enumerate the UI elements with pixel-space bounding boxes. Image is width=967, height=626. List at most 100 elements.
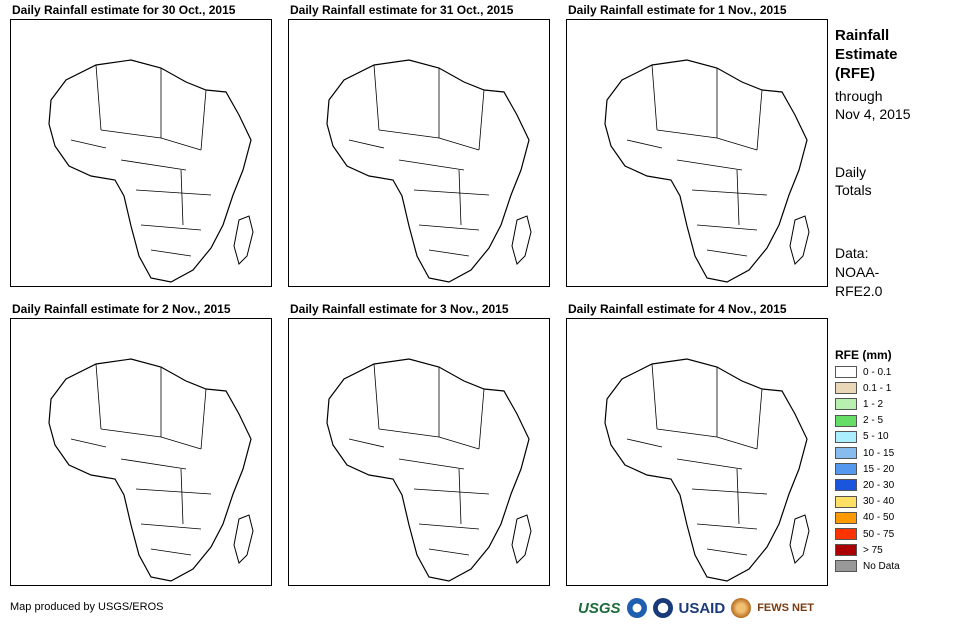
legend-swatch (835, 382, 857, 395)
country-border (373, 64, 380, 131)
africa-map (48, 59, 254, 283)
rainfall-map (10, 318, 272, 586)
legend-item: No Data (835, 559, 900, 573)
logos: USGS USAID FEWS NET (578, 595, 814, 621)
legend-item: 40 - 50 (835, 511, 894, 525)
legend-swatch (835, 463, 857, 476)
map-panel-oct31: Daily Rainfall estimate for 31 Oct., 201… (288, 3, 550, 289)
country-border (716, 137, 758, 151)
daily-totals: Daily Totals (835, 163, 872, 199)
usgs-logo: USGS (578, 599, 621, 617)
country-border (756, 388, 763, 450)
africa-outline (48, 59, 252, 283)
legend-swatch (835, 430, 857, 443)
country-border (378, 428, 440, 438)
country-border (438, 436, 480, 450)
country-border (70, 139, 107, 149)
legend-title: RFE (mm) (835, 348, 892, 362)
legend-swatch (835, 398, 857, 411)
legend-label: > 75 (863, 544, 883, 556)
country-border (348, 438, 385, 448)
data-line: NOAA- (835, 264, 880, 280)
country-border (438, 137, 480, 151)
country-border (398, 159, 465, 171)
panel-title: Daily Rainfall estimate for 1 Nov., 2015 (568, 3, 787, 17)
panel-title: Daily Rainfall estimate for 30 Oct., 201… (12, 3, 236, 17)
country-border (70, 438, 107, 448)
legend-swatch (835, 366, 857, 378)
country-border (95, 363, 102, 430)
legend-label: 15 - 20 (863, 463, 895, 475)
legend-swatch (835, 447, 857, 459)
country-border (418, 523, 480, 530)
legend-label: 30 - 40 (863, 496, 895, 508)
country-border (160, 436, 202, 450)
rainfall-map (288, 19, 550, 287)
country-border (150, 548, 192, 556)
legend-swatch (835, 479, 857, 492)
country-border (691, 488, 768, 495)
country-border (120, 458, 187, 470)
panel-title: Daily Rainfall estimate for 31 Oct., 201… (290, 3, 514, 17)
country-border (651, 363, 658, 430)
through-line: through (835, 88, 883, 104)
title-line: Rainfall (835, 27, 890, 44)
legend-item: 15 - 20 (835, 462, 894, 476)
country-border (100, 428, 162, 438)
madagascar-outline (233, 514, 254, 564)
country-border (736, 468, 740, 525)
through-line: Nov 4, 2015 (835, 106, 911, 122)
legend-item: 0 - 0.1 (835, 365, 891, 379)
country-border (458, 468, 462, 525)
legend-swatch (835, 414, 857, 427)
legend-item: > 75 (835, 543, 883, 557)
country-border (626, 438, 663, 448)
legend-item: 2 - 5 (835, 414, 883, 428)
legend-label: 2 - 5 (863, 415, 884, 427)
legend-item: 5 - 10 (835, 430, 889, 444)
country-border (160, 137, 202, 151)
madagascar-outline (233, 215, 254, 265)
country-border (428, 548, 470, 556)
rainfall-map (566, 318, 828, 586)
panel-title: Daily Rainfall estimate for 2 Nov., 2015 (12, 302, 231, 316)
legend-item: 20 - 30 (835, 478, 894, 492)
africa-map (326, 59, 532, 283)
fews-globe-icon (731, 598, 752, 618)
panel-title: Daily Rainfall estimate for 3 Nov., 2015 (290, 302, 509, 316)
madagascar-outline (511, 514, 532, 564)
country-border (756, 89, 763, 151)
through-date: through Nov 4, 2015 (835, 87, 911, 123)
rainfall-map (288, 318, 550, 586)
legend-label: 50 - 75 (863, 528, 895, 540)
legend-swatch (835, 528, 857, 540)
madagascar-outline (789, 215, 810, 265)
africa-outline (326, 358, 530, 582)
country-border (428, 249, 470, 257)
madagascar-outline (511, 215, 532, 265)
country-border (696, 224, 758, 231)
country-border (716, 436, 758, 450)
country-border (95, 64, 102, 131)
data-source: Data: NOAA- RFE2.0 (835, 244, 882, 301)
country-border (478, 388, 485, 450)
fews-net-logo: FEWS NET (757, 602, 815, 614)
legend-item: 10 - 15 (835, 446, 894, 460)
country-border (676, 458, 743, 470)
rainfall-map (10, 19, 272, 287)
country-border (656, 129, 718, 139)
rainfall-map (566, 19, 828, 287)
legend-label: 0 - 0.1 (863, 366, 892, 378)
country-border (135, 189, 212, 196)
africa-map (604, 59, 810, 283)
africa-outline (48, 358, 252, 582)
rfe-title: Rainfall Estimate (RFE) (835, 26, 898, 83)
legend-item: 0.1 - 1 (835, 381, 891, 395)
legend-swatch (835, 495, 857, 508)
africa-map (48, 358, 254, 582)
legend-label: 10 - 15 (863, 447, 895, 459)
legend-swatch (835, 511, 857, 524)
country-border (691, 189, 768, 196)
country-border (706, 548, 748, 556)
africa-outline (604, 59, 808, 283)
